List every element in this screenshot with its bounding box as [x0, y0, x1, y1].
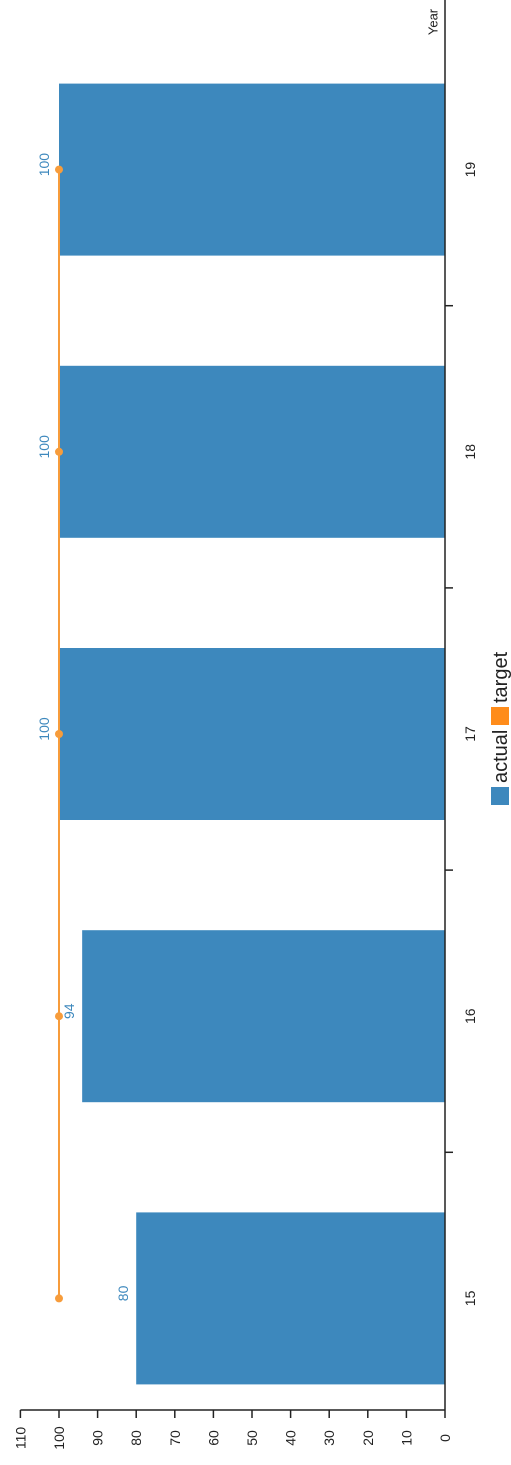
legend-swatch-target — [491, 707, 509, 725]
bar-actual-17 — [59, 648, 445, 820]
plot-area: 80 94 100 100 100 15 16 17 18 19 Year 0 10 20 30 40 50 60… — [12, 0, 511, 1450]
value-tick-label-80: 80 — [128, 1430, 144, 1446]
data-label-15: 80 — [115, 1285, 131, 1301]
bar-actual-19 — [59, 83, 445, 256]
value-tick-label-20: 20 — [360, 1430, 376, 1446]
value-tick-label-90: 90 — [90, 1430, 106, 1446]
target-point-17 — [55, 730, 63, 738]
data-label-16: 94 — [61, 1003, 77, 1019]
value-tick-label-10: 10 — [398, 1430, 414, 1446]
value-tick-label-30: 30 — [321, 1430, 337, 1446]
legend-swatch-actual — [491, 787, 509, 805]
legend-label-actual: actual — [490, 730, 511, 783]
value-tick-label-0: 0 — [437, 1434, 453, 1442]
category-label-19: 19 — [462, 162, 478, 178]
category-label-18: 18 — [462, 444, 478, 460]
data-label-19: 100 — [36, 153, 52, 177]
data-label-18: 100 — [36, 435, 52, 459]
legend-label-target: target — [490, 651, 511, 703]
target-point-15 — [55, 1294, 63, 1303]
target-point-18 — [55, 447, 63, 456]
value-tick-label-70: 70 — [167, 1430, 183, 1446]
bar-actual-16 — [82, 930, 445, 1103]
legend: actual target — [490, 651, 511, 805]
value-tick-label-60: 60 — [205, 1430, 221, 1446]
category-label-17: 17 — [462, 726, 478, 742]
bar-actual-15 — [136, 1212, 445, 1385]
bar-actual-18 — [59, 365, 445, 538]
value-tick-label-40: 40 — [283, 1430, 299, 1446]
target-point-16 — [55, 1012, 63, 1021]
category-label-15: 15 — [462, 1290, 478, 1306]
target-point-19 — [55, 165, 63, 174]
value-tick-label-110: 110 — [12, 1427, 28, 1450]
x-axis-title: Year — [426, 8, 441, 35]
category-label-16: 16 — [462, 1008, 478, 1024]
data-label-17: 100 — [36, 717, 52, 741]
value-tick-label-50: 50 — [244, 1430, 260, 1446]
value-tick-label-100: 100 — [51, 1426, 67, 1450]
